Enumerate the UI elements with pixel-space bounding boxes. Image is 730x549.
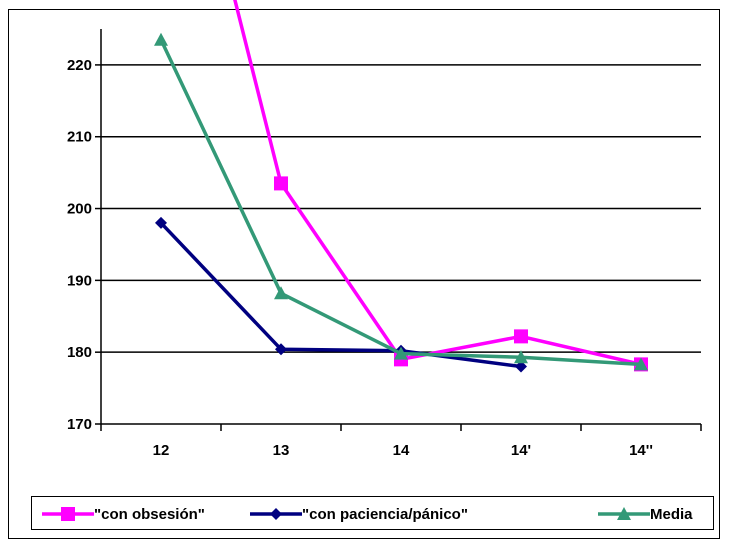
triangle-marker: [154, 32, 168, 46]
series-line: [159, 221, 522, 369]
legend-swatch: [250, 508, 302, 520]
series-group: [233, 0, 648, 372]
legend-entry: Media: [598, 497, 693, 531]
x-tick-label: 14': [511, 442, 531, 459]
diamond-marker: [155, 216, 167, 229]
series-line: [159, 39, 642, 367]
legend: "con obsesión" "con paciencia/pánico" Medi…: [31, 496, 714, 530]
legend-label: "con paciencia/pánico": [302, 505, 468, 523]
series-group: [155, 216, 527, 373]
y-tick-label: 200: [67, 201, 92, 218]
series-group: [154, 32, 648, 371]
square-marker: [61, 507, 75, 521]
gridlines: [101, 64, 701, 353]
legend-swatch: [598, 507, 650, 520]
diamond-marker: [515, 360, 527, 373]
axes: [95, 29, 702, 431]
legend-label: "con obsesión": [94, 505, 205, 523]
y-tick-label: 220: [67, 57, 92, 74]
x-tick-label: 14'': [629, 442, 653, 459]
tick-labels: 170 180 190 200 210 220 12 13 14 14' 14'': [67, 57, 653, 459]
square-marker: [274, 176, 288, 191]
triangle-marker: [394, 346, 408, 360]
triangle-marker: [617, 507, 631, 520]
y-tick-label: 170: [67, 416, 92, 433]
triangle-marker: [634, 357, 648, 371]
triangle-marker: [274, 286, 288, 300]
y-tick-label: 180: [67, 344, 92, 361]
legend-entry: "con paciencia/pánico": [250, 497, 468, 531]
x-tick-label: 12: [153, 442, 170, 459]
y-tick-label: 190: [67, 272, 92, 289]
legend-label: Media: [650, 505, 693, 523]
x-tick-label: 14: [393, 442, 410, 459]
y-tick-label: 210: [67, 129, 92, 146]
legend-entry: "con obsesión": [42, 497, 205, 531]
triangle-marker: [514, 350, 528, 364]
square-marker: [514, 329, 528, 344]
diamond-marker: [270, 508, 282, 520]
series-line: [233, 0, 642, 367]
legend-swatch: [42, 507, 94, 521]
diamond-marker: [275, 343, 287, 356]
chart-frame: [8, 9, 720, 539]
x-tick-label: 13: [273, 442, 290, 459]
series-layer: [154, 0, 648, 373]
